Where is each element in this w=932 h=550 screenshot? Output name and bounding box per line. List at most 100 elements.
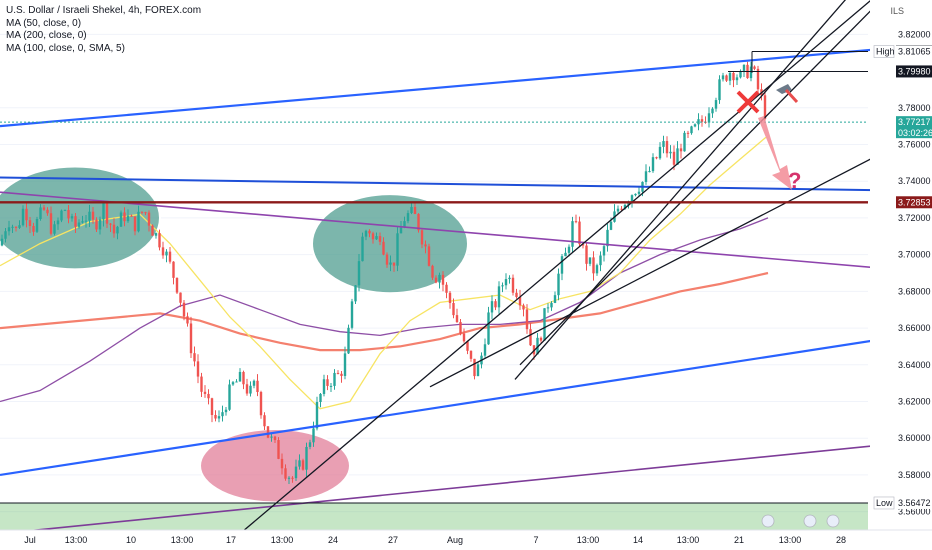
candle-body (168, 251, 172, 262)
candle-body (119, 212, 123, 227)
price-label-countdown: 03:02:26 (898, 128, 932, 138)
candle-body (242, 371, 245, 385)
candle-body (161, 247, 165, 256)
candle-body (217, 416, 221, 419)
candle-body (718, 79, 721, 101)
candle-body (473, 358, 476, 377)
candle-body (763, 95, 767, 119)
candle-body (382, 241, 385, 255)
price-tag-text: Low (876, 498, 893, 508)
candle-body (686, 132, 690, 134)
purple-lower-trendline (0, 442, 896, 535)
event-flag-icon (761, 514, 775, 528)
time-tick-label: 13:00 (65, 535, 88, 545)
candle-body (553, 295, 557, 303)
candle-body (186, 316, 189, 324)
candle-body (742, 64, 746, 71)
candle-body (466, 341, 469, 351)
candle-body (494, 301, 497, 308)
candle-body (336, 372, 340, 374)
time-tick-label: 7 (533, 535, 538, 545)
price-label-text: 3.79980 (898, 66, 931, 76)
price-axis[interactable]: 3.82000 3.78000 3.76000 3.74000 3.72000 3.700… (870, 0, 932, 530)
candle-body (284, 468, 287, 479)
candle-body (529, 329, 532, 346)
price-label-text: 3.81065 (898, 47, 931, 57)
candle-body (707, 113, 711, 123)
candle-body (130, 215, 133, 217)
candle-body (567, 246, 571, 253)
candle-body (263, 415, 266, 427)
candle-body (392, 262, 396, 266)
candle-body (364, 230, 368, 237)
candle-body (18, 225, 21, 228)
time-tick-label: 28 (836, 535, 846, 545)
candle-body (109, 223, 112, 225)
candle-body (214, 414, 217, 419)
candle-body (77, 222, 81, 227)
candle-body (525, 309, 529, 330)
low-zone-band (0, 503, 868, 530)
candle-body (595, 265, 599, 274)
price-label-text: 3.56472 (898, 498, 931, 508)
candle-body (259, 392, 263, 416)
candle-body (739, 70, 742, 78)
price-label-box (896, 196, 932, 209)
price-label-text: 3.72853 (898, 197, 931, 207)
candle-body (543, 308, 546, 341)
candle-body (753, 66, 756, 69)
price-tick-label: 3.58000 (898, 470, 931, 480)
highlight-ellipse (199, 428, 351, 504)
time-axis[interactable]: Jul 13:00 10 13:00 17 13:00 24 27 Aug 7 13:00 14 13:… (0, 514, 932, 550)
candle-body (452, 303, 455, 316)
candle-body (49, 213, 53, 234)
channel-line (519, 0, 881, 366)
candle-body (333, 372, 336, 386)
candle-body (35, 218, 39, 232)
candle-body (669, 151, 672, 154)
candle-body (319, 393, 322, 402)
candle-body (137, 211, 140, 232)
candle-body (252, 380, 256, 386)
candle-body (651, 157, 655, 172)
candle-body (147, 212, 151, 226)
candle-body (655, 157, 658, 159)
candle-body (434, 277, 438, 283)
candle-body (672, 151, 676, 165)
candle-body (648, 171, 651, 173)
candle-body (105, 203, 109, 224)
channel-line (429, 132, 921, 388)
candle-body (557, 273, 560, 296)
candle-body (490, 301, 494, 313)
candle-body (196, 361, 200, 377)
price-tick-label: 3.76000 (898, 140, 931, 150)
price-tick-label: 3.70000 (898, 250, 931, 260)
candle-body (438, 274, 441, 283)
candle-body (25, 208, 28, 221)
candle-body (60, 210, 63, 221)
price-tick-label: 3.74000 (898, 176, 931, 186)
trend-lines (0, 0, 921, 535)
candle-body (203, 391, 207, 394)
candle-body (396, 233, 399, 266)
candle-body (483, 344, 487, 356)
candle-body (231, 382, 235, 385)
candle-body (522, 305, 525, 310)
candle-body (417, 213, 420, 231)
candle-body (711, 108, 714, 114)
candle-body (560, 256, 564, 274)
blue-horizontal-trendline (0, 176, 896, 192)
candle-body (74, 216, 77, 227)
candle-body (340, 373, 343, 376)
candle-body (564, 252, 567, 257)
candle-body (714, 100, 718, 109)
question-mark-label: ? (788, 168, 801, 193)
candle-body (235, 381, 238, 383)
candle-body (116, 226, 119, 234)
moving-averages (0, 136, 769, 410)
candle-body (270, 436, 273, 438)
time-tick-label: Aug (447, 535, 463, 545)
candle-body (175, 277, 179, 293)
